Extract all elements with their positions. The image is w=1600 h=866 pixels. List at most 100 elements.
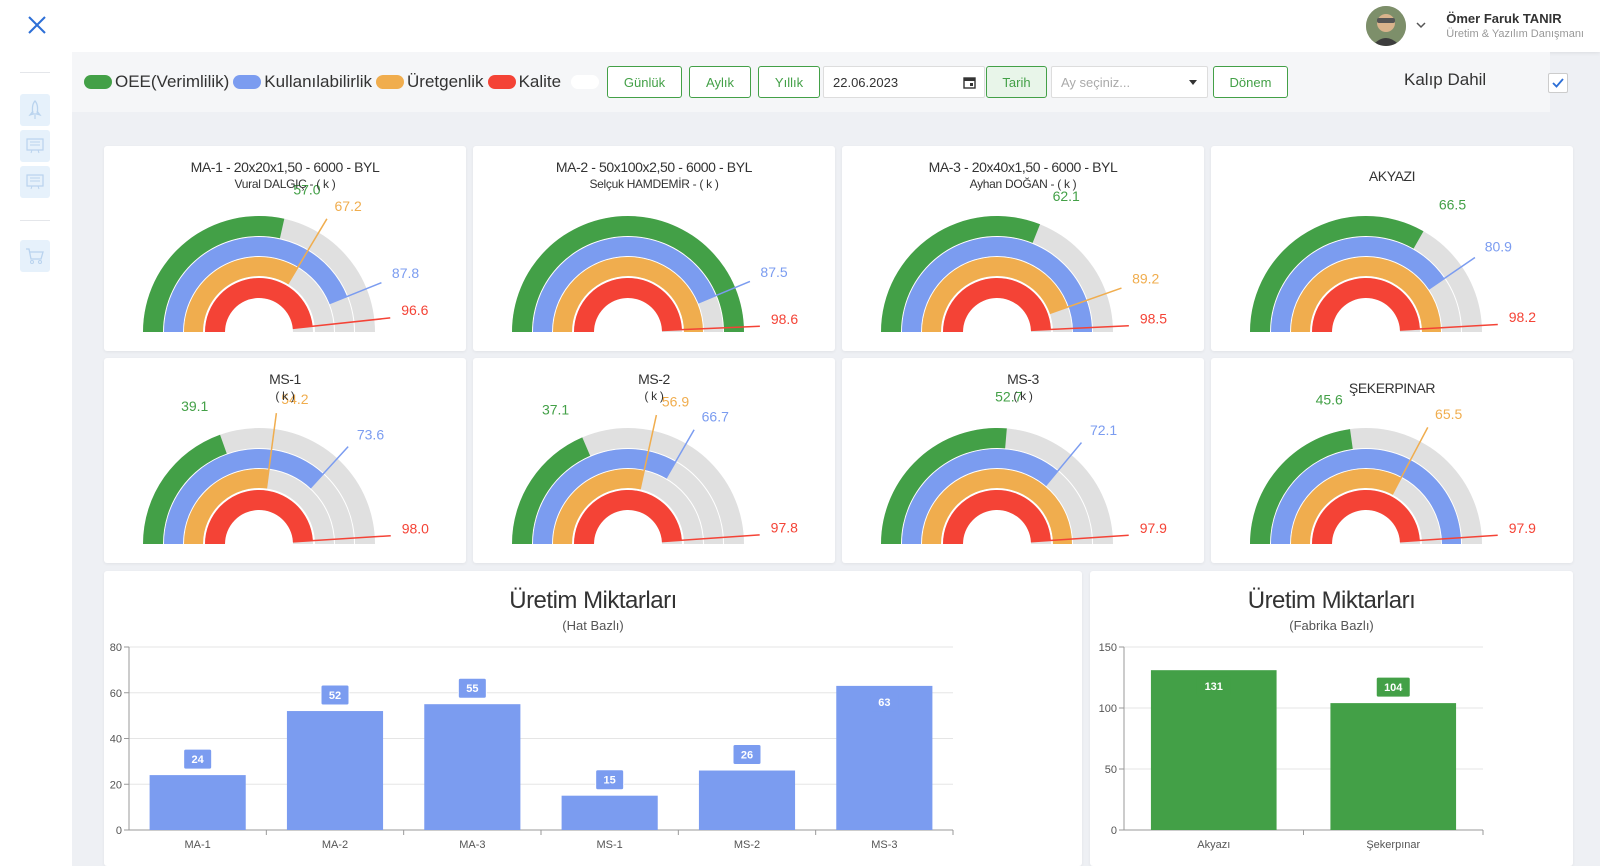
legend: OEE(Verimlilik) Kullanılabilirlik Üretge… <box>84 70 600 94</box>
gauge-value-availability: 73.6 <box>357 426 384 442</box>
gauge-arc-performance <box>184 257 298 332</box>
rocket-icon <box>28 100 42 119</box>
gauge-arc-performance <box>922 257 1068 332</box>
gauge-arc-availability <box>902 449 1058 544</box>
yearly-button[interactable]: Yıllık <box>758 66 820 98</box>
gauge-chart: 39.1 73.6 54.2 98.0 <box>143 391 429 544</box>
gauge-value-oee: 57.0 <box>293 181 320 197</box>
gauge-value-availability: 87.5 <box>760 264 787 280</box>
gauge-card-ms2: 37.1 66.7 56.9 97.8 MS-2 ( k ) <box>473 358 835 563</box>
x-tick-label: Şekerpınar <box>1366 839 1420 851</box>
x-tick-label: MA-1 <box>185 839 211 851</box>
gauge-title: ŞEKERPINAR <box>1348 380 1436 396</box>
date-button[interactable]: Tarih <box>986 66 1047 98</box>
gauge-pointer-performance <box>265 413 278 489</box>
calendar-icon[interactable] <box>963 76 976 89</box>
legend-swatch <box>487 75 516 89</box>
gauge-arc-availability <box>1271 237 1445 332</box>
gauge-arc-oee <box>143 216 285 332</box>
x-tick-label: MA-3 <box>459 839 485 851</box>
chart-subtitle: (Fabrika Bazlı) <box>1289 618 1374 633</box>
sidebar-item-rocket[interactable] <box>20 94 50 126</box>
gauge-value-oee: 66.5 <box>1439 196 1466 212</box>
legend-label: Kalite <box>518 72 562 91</box>
data-label: 55 <box>466 683 478 695</box>
data-label: 63 <box>878 697 890 709</box>
gauge-pointer-quality <box>1030 534 1129 543</box>
gauge-title: MA-3 - 20x40x1,50 - 6000 - BYL <box>928 159 1118 175</box>
data-label: 15 <box>604 775 616 787</box>
chart-title: Üretim Miktarları <box>1247 587 1416 614</box>
gauge-subtitle: Ayhan DOĞAN - ( k ) <box>969 177 1077 191</box>
sidebar-item-report[interactable] <box>20 130 50 162</box>
gauge-value-performance: 67.2 <box>335 198 362 214</box>
close-icon[interactable] <box>24 12 50 38</box>
gauge-pointer-quality <box>661 534 760 543</box>
gauge-arc-oee <box>881 216 1041 332</box>
data-label-box <box>1375 676 1411 698</box>
data-label-box <box>183 748 213 770</box>
date-input[interactable]: 22.06.2023 <box>823 66 985 98</box>
gauge-value-oee: 39.1 <box>181 398 208 414</box>
monthly-button[interactable]: Aylık <box>689 66 751 98</box>
gauge-value-quality: 97.8 <box>771 519 798 535</box>
filter-bar: OEE(Verimlilik) Kullanılabilirlik Üretge… <box>72 52 1568 112</box>
avatar[interactable] <box>1366 6 1407 46</box>
month-select[interactable]: Ay seçiniz... <box>1051 66 1208 98</box>
gauge-arc-quality <box>1312 278 1420 332</box>
data-label: 52 <box>329 690 341 702</box>
bar <box>698 770 796 830</box>
gauge-card-sekerpinar: 45.6 65.5 97.9 ŞEKERPINAR <box>1211 358 1573 563</box>
data-label-box <box>1196 676 1231 697</box>
gauge-value-performance: 65.5 <box>1435 406 1462 422</box>
x-tick-label: MS-1 <box>597 839 623 851</box>
chevron-down-icon[interactable] <box>1414 18 1428 32</box>
gauge-value-availability: 87.8 <box>392 265 419 281</box>
bar <box>1150 670 1277 830</box>
data-label-box <box>732 744 762 766</box>
gauge-value-quality: 97.9 <box>1140 520 1167 536</box>
period-button[interactable]: Dönem <box>1213 66 1288 98</box>
gauge-arc-quality <box>943 490 1051 544</box>
gauge-subtitle: ( k ) <box>644 389 664 403</box>
gauge-card-akyazi: 66.5 80.9 98.2 AKYAZI <box>1211 146 1573 351</box>
y-tick-label: 150 <box>1099 642 1117 654</box>
sidebar-item-cart[interactable] <box>20 240 50 272</box>
data-label-box <box>595 769 625 791</box>
gauge-pointer-quality <box>1399 323 1498 331</box>
gauge-value-quality: 96.6 <box>401 302 428 318</box>
gauge-arc-performance <box>1291 469 1402 544</box>
gauge-pointer-availability <box>1428 256 1476 290</box>
daily-button[interactable]: Günlük <box>607 66 682 98</box>
x-tick-label: MS-2 <box>734 839 760 851</box>
gauge-arc-oee <box>1250 429 1353 544</box>
gauge-subtitle: ( k ) <box>1013 389 1033 403</box>
user-menu[interactable]: Ömer Faruk TANIR Üretim & Yazılım Danışm… <box>1366 4 1584 48</box>
data-label-box <box>320 684 350 706</box>
gauge-card-ma1: 57.0 87.8 67.2 96.6 MA-1 - 20x20x1,50 - 600… <box>104 146 466 351</box>
gauge-pointer-quality <box>292 317 391 330</box>
gauge-value-quality: 98.6 <box>771 311 798 327</box>
gauge-title: MS-1 <box>269 371 301 387</box>
gauge-value-oee: 52.7 <box>995 388 1022 404</box>
gauge-arc-quality <box>205 489 313 544</box>
legend-swatch <box>233 75 262 89</box>
sidebar-item-report-2[interactable] <box>20 166 50 198</box>
y-tick-label: 20 <box>110 779 122 791</box>
y-tick-label: 60 <box>110 688 122 700</box>
x-tick-label: Akyazı <box>1197 839 1230 851</box>
gauge-chart: 62.1 89.2 98.5 <box>881 188 1167 332</box>
bar <box>561 795 658 830</box>
line-production-bar-chart: 0 20 40 60 80 MA-1 24 MA-2 52 MA-3 55 MS-1 15 MS-2 26 M… <box>110 642 954 851</box>
user-role: Üretim & Yazılım Danışmanı <box>1446 28 1584 41</box>
y-tick-label: 100 <box>1099 703 1117 715</box>
mold-checkbox[interactable] <box>1548 73 1568 93</box>
gauge-value-oee: 37.1 <box>542 401 569 417</box>
gauge-card-ma2: 87.5 98.6 MA-2 - 50x100x2,50 - 6000 - BYL… <box>473 146 835 351</box>
bar <box>1330 703 1457 830</box>
data-label: 104 <box>1384 682 1403 694</box>
gauge-arc-availability <box>533 237 716 332</box>
gauge-pointer-quality <box>1030 325 1129 332</box>
sidebar-divider <box>20 220 50 221</box>
legend-item-availability: Kullanılabilirlik <box>233 72 372 92</box>
